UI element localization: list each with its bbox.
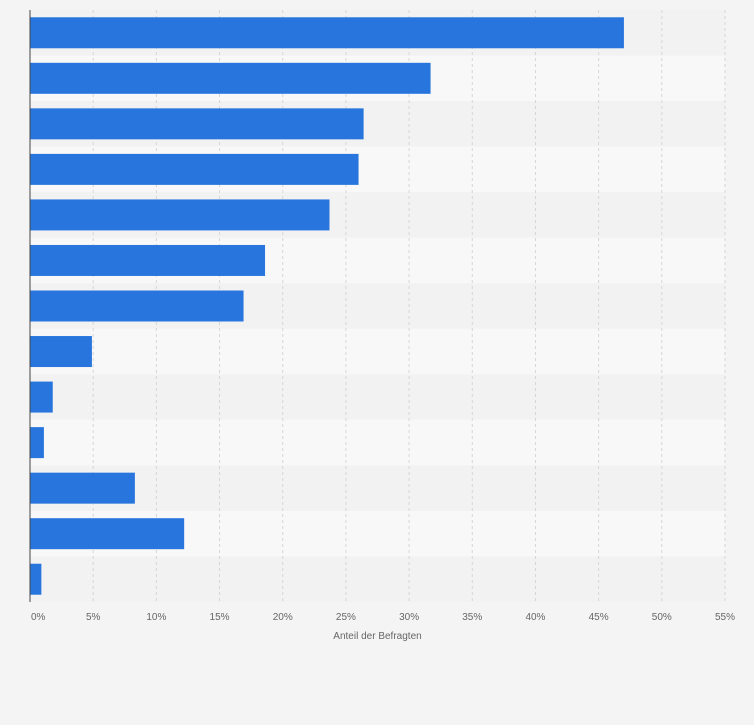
bar — [30, 244, 266, 276]
x-tick-label: 50% — [652, 612, 672, 623]
row-band — [30, 419, 725, 466]
x-tick-label: 20% — [273, 612, 293, 623]
bars — [30, 17, 624, 595]
x-tick-label: 30% — [399, 612, 419, 623]
x-tick-label: 15% — [210, 612, 230, 623]
x-tick-label: 45% — [589, 612, 609, 623]
row-band — [30, 465, 725, 511]
x-tick-label: 10% — [146, 612, 166, 623]
bar — [30, 153, 359, 185]
bar — [30, 108, 364, 140]
x-tick-label: 35% — [462, 612, 482, 623]
row-band — [30, 556, 725, 602]
x-tick-label: 25% — [336, 612, 356, 623]
bar — [30, 563, 42, 595]
bar — [30, 62, 431, 94]
bar — [30, 290, 244, 322]
bar — [30, 17, 624, 49]
bar — [30, 472, 135, 504]
bar — [30, 427, 44, 459]
x-tick-label: 40% — [525, 612, 545, 623]
bar — [30, 518, 185, 550]
row-band — [30, 328, 725, 375]
x-tick-label: 0% — [31, 612, 46, 623]
x-axis-label: Anteil der Befragten — [333, 631, 421, 642]
bar — [30, 199, 330, 231]
x-tick-label: 55% — [715, 612, 735, 623]
x-tick-label: 5% — [86, 612, 101, 623]
bar — [30, 381, 53, 413]
bar — [30, 336, 92, 368]
x-tick-labels: 0% 5% 10% 15% 20% 25% 30% 35% 40% 45% 50% 55% — [31, 612, 735, 623]
row-band — [30, 374, 725, 420]
